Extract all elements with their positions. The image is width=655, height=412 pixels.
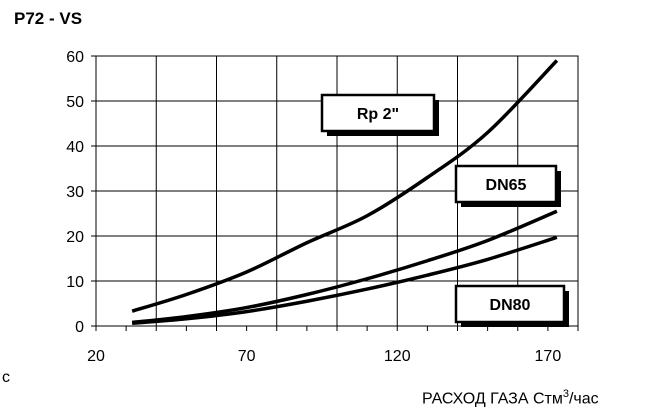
series-label: Rp 2" (357, 106, 399, 123)
y-tick-label: 60 (66, 49, 84, 66)
y-tick-label: 40 (66, 139, 84, 156)
y-tick-label: 0 (75, 319, 84, 336)
x-axis: 20 70 120 170 (87, 326, 579, 365)
y-tick-label: 30 (66, 184, 84, 201)
y-tick-label: 50 (66, 94, 84, 111)
x-tick-label: 170 (535, 348, 562, 365)
series-line-0 (131, 59, 559, 313)
series-lines (131, 59, 559, 326)
series-label-box (320, 93, 436, 133)
x-tick-label: 20 (87, 348, 105, 365)
x-tick-label: 70 (238, 348, 256, 365)
series-label-box (454, 284, 566, 324)
y-tick-label: 10 (66, 274, 84, 291)
y-tick-label: 20 (66, 229, 84, 246)
chart-title: P72 - VS (14, 9, 83, 28)
y-axis: 0 10 20 30 40 50 60 (66, 49, 96, 336)
x-axis-label: РАСХОД ГАЗА Стм3/час (422, 388, 599, 408)
series-label: DN65 (486, 177, 527, 194)
series-label: DN80 (490, 297, 531, 314)
series-label-box (454, 164, 558, 204)
stray-text: с (2, 369, 10, 386)
series-line-1 (131, 209, 558, 325)
series-labels: Rp 2" DN65 DN80 (320, 93, 569, 327)
series-line-2 (132, 235, 558, 326)
x-tick-label: 120 (384, 348, 411, 365)
